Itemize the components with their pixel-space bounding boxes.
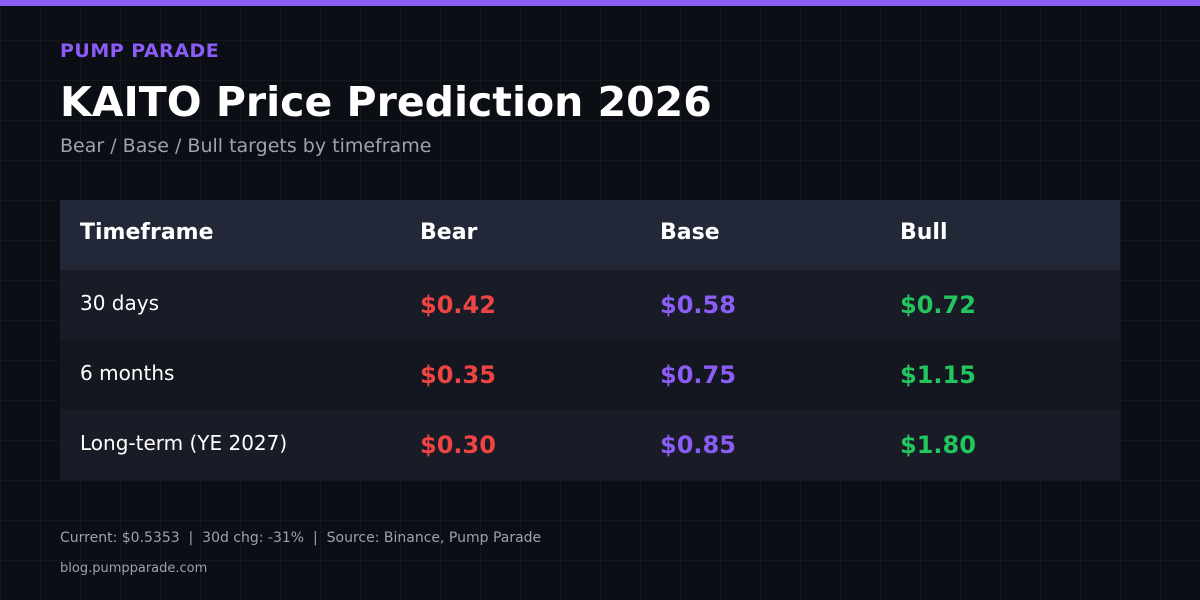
price-cell: $1.80 (900, 431, 976, 459)
timeframe-cell: 6 months (80, 361, 175, 385)
price-cell: $0.72 (900, 291, 976, 319)
table-row: 6 months $0.35 $0.75 $1.15 (60, 340, 1120, 410)
brand: PUMP PARADE (60, 40, 220, 62)
price-cell: $0.35 (420, 361, 496, 389)
price-cell: $0.58 (660, 291, 736, 319)
price-cell: $1.15 (900, 361, 976, 389)
title: KAITO Price Prediction 2026 (60, 78, 712, 126)
column-header: Timeframe (80, 220, 214, 245)
price-cell: $0.75 (660, 361, 736, 389)
column-header: Bull (900, 220, 948, 245)
price-cell: $0.85 (660, 431, 736, 459)
table-row: Long-term (YE 2027) $0.30 $0.85 $1.80 (60, 410, 1120, 480)
table: Timeframe Bear Base Bull 30 days $0.42 $0.58 $0… (60, 200, 1120, 480)
accent-bar (0, 0, 1200, 6)
footer-note: Current: $0.5353 | 30d chg: -31% | Sourc… (60, 530, 542, 546)
table-row: 30 days $0.42 $0.58 $0.72 (60, 270, 1120, 340)
header-row: Timeframe Bear Base Bull (60, 200, 1120, 270)
timeframe-cell: 30 days (80, 291, 160, 315)
footer-url: blog.pumpparade.com (60, 561, 208, 576)
column-header: Bear (420, 220, 478, 245)
timeframe-cell: Long-term (YE 2027) (80, 431, 288, 455)
price-cell: $0.42 (420, 291, 496, 319)
price-cell: $0.30 (420, 431, 496, 459)
subtitle: Bear / Base / Bull targets by timeframe (60, 135, 432, 157)
column-header: Base (660, 220, 720, 245)
